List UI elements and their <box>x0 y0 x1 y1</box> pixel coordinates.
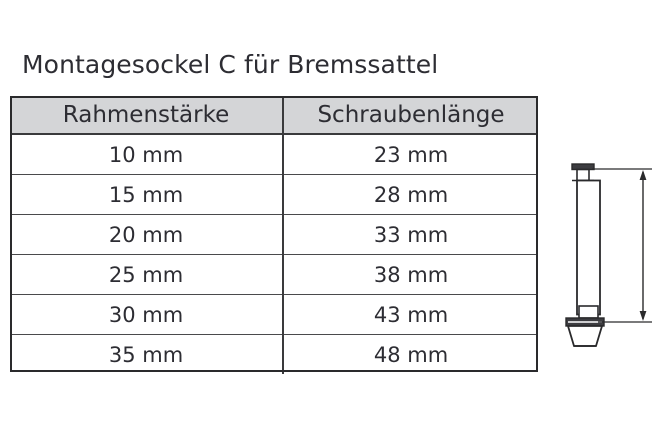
cell-schraubenlaenge: 28 mm <box>283 174 538 215</box>
bolt-conical-base <box>566 325 604 347</box>
bolt-shaft <box>576 179 601 316</box>
cell-rahmenstaerke: 35 mm <box>10 334 284 374</box>
table-header-row: Rahmenstärke Schraubenlänge <box>10 96 538 135</box>
cell-rahmenstaerke: 10 mm <box>10 134 284 175</box>
column-header-rahmenstaerke: Rahmenstärke <box>10 96 284 135</box>
dimension-arrowhead-top <box>639 170 647 180</box>
cell-schraubenlaenge: 43 mm <box>283 294 538 335</box>
bolt-head-cap <box>571 163 595 171</box>
table-row: 30 mm 43 mm <box>10 294 538 335</box>
cell-schraubenlaenge: 38 mm <box>283 254 538 295</box>
column-header-schraubenlaenge: Schraubenlänge <box>283 96 538 135</box>
cell-rahmenstaerke: 20 mm <box>10 214 284 255</box>
table-row: 15 mm 28 mm <box>10 174 538 215</box>
page-title: Montagesockel C für Bremssattel <box>22 50 439 79</box>
cell-rahmenstaerke: 15 mm <box>10 174 284 215</box>
table-header: Rahmenstärke Schraubenlänge <box>10 96 538 135</box>
table-row: 20 mm 33 mm <box>10 214 538 255</box>
cell-rahmenstaerke: 25 mm <box>10 254 284 295</box>
cell-schraubenlaenge: 23 mm <box>373 142 449 167</box>
table-body: 10 mm 23 mm 15 mm 28 mm 20 mm 33 mm 25 m… <box>10 134 538 374</box>
dimension-arrowhead-bottom <box>639 311 647 321</box>
mounting-base-spec-table: Rahmenstärke Schraubenlänge 10 mm 23 mm … <box>10 96 538 374</box>
cell-schraubenlaenge: 48 mm <box>283 334 538 374</box>
bolt-shaft-step <box>578 305 599 319</box>
cell-schraubenlaenge: 33 mm <box>283 214 538 255</box>
table-row: 25 mm 38 mm <box>10 254 538 295</box>
bolt-length-diagram <box>548 148 666 358</box>
table-row: 35 mm 48 mm <box>10 334 538 374</box>
cell-rahmenstaerke: 30 mm <box>10 294 284 335</box>
bolt-neck <box>576 168 590 182</box>
table-row: 10 mm 23 mm <box>10 134 538 175</box>
